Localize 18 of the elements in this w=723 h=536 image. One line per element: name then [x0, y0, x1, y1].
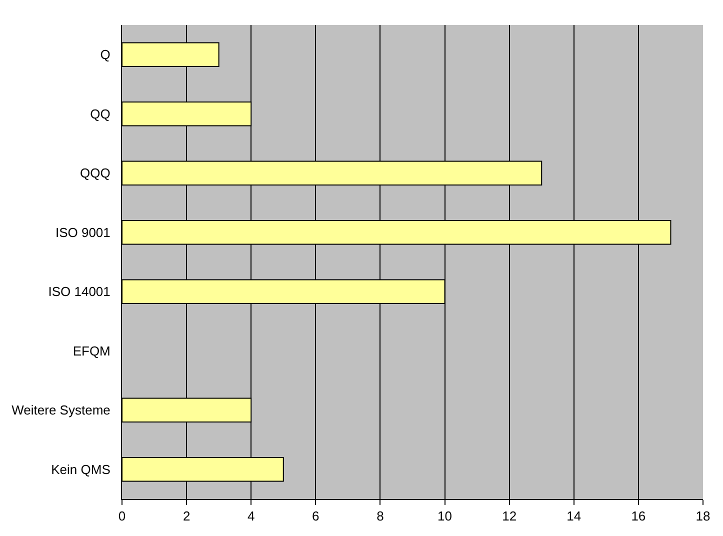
y-tick-label: Weitere Systeme: [12, 402, 110, 418]
x-tick-label: 8: [376, 508, 384, 524]
y-tick-label: ISO 14001: [48, 284, 110, 300]
x-tick-label: 16: [631, 508, 646, 524]
y-tick-label: Kein QMS: [51, 462, 111, 477]
y-tick-label: QQ: [90, 106, 110, 122]
x-tick-label: 6: [312, 508, 320, 524]
x-tick-label: 12: [502, 508, 517, 524]
y-tick-label: EFQM: [72, 343, 110, 358]
x-tick-label: 14: [566, 508, 582, 524]
y-tick-label: Q: [100, 47, 110, 62]
x-tick-label: 2: [182, 508, 190, 524]
y-tick-label: QQQ: [80, 166, 110, 181]
x-tick-label: 18: [696, 508, 710, 524]
x-tick-label: 10: [438, 508, 452, 524]
y-tick-label: ISO 9001: [55, 224, 110, 240]
x-tick-label: 0: [118, 508, 126, 524]
x-tick-label: 4: [247, 508, 255, 524]
